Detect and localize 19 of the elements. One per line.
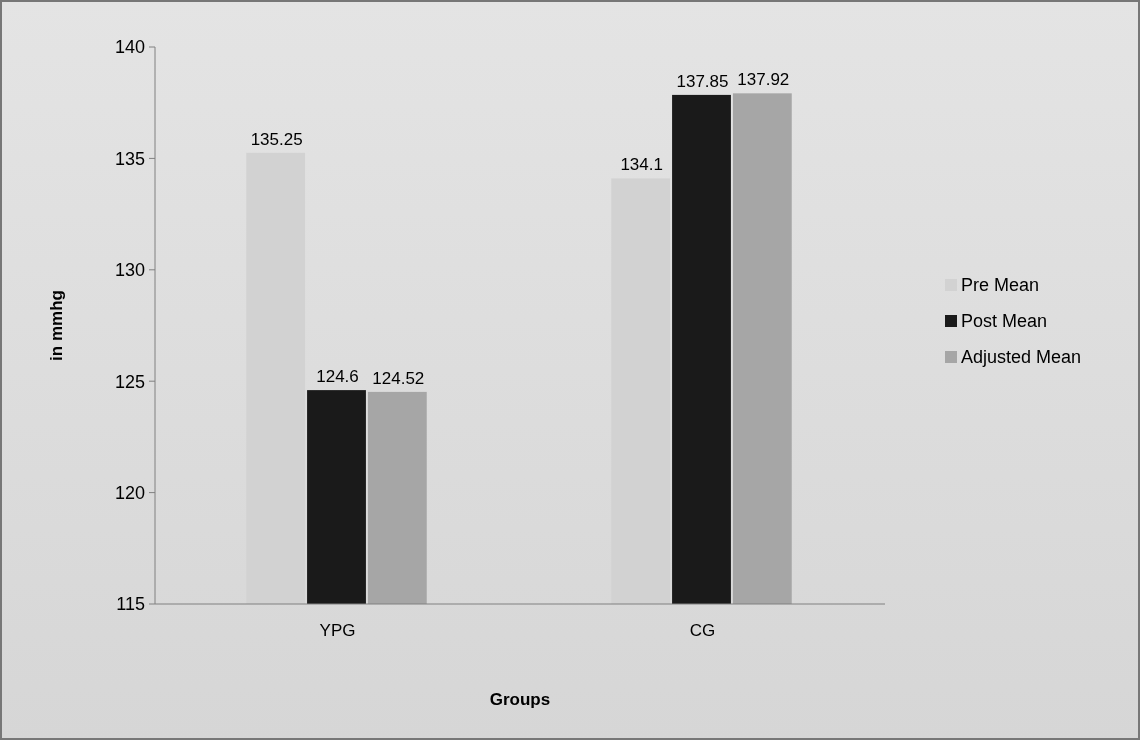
y-tick-label: 115: [116, 594, 145, 615]
y-tick-label: 125: [114, 371, 145, 392]
legend-label: Post Mean: [961, 311, 1048, 332]
data-label: 137.92: [737, 70, 790, 90]
y-axis-title: in mmhg: [47, 290, 66, 361]
x-axis-title: Groups: [489, 690, 551, 709]
legend-label: Pre Mean: [961, 275, 1040, 296]
data-label: 124.52: [372, 368, 425, 388]
data-label: 135.25: [250, 129, 303, 149]
y-tick-label: 140: [114, 37, 145, 58]
legend-label: Adjusted Mean: [961, 347, 1082, 368]
data-label: 134.1: [620, 155, 663, 175]
data-label: 137.85: [676, 71, 729, 91]
data-label: 124.6: [316, 367, 359, 387]
y-tick-label: 120: [114, 482, 145, 503]
y-tick-label: 130: [114, 260, 145, 281]
x-tick-label: CG: [689, 621, 716, 640]
y-tick-label: 135: [114, 148, 145, 169]
x-tick-label: YPG: [319, 621, 356, 640]
